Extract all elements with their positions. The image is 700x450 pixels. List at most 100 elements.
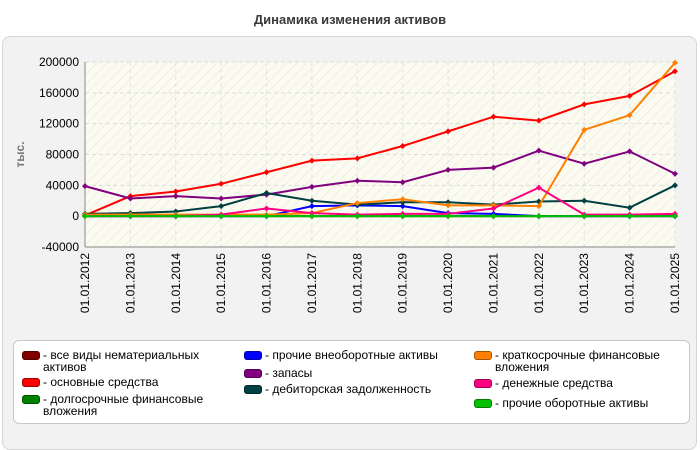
data-point bbox=[354, 155, 361, 162]
data-point bbox=[626, 148, 633, 155]
data-point bbox=[535, 117, 542, 124]
y-tick-label: 80000 bbox=[46, 148, 80, 162]
series-line bbox=[84, 184, 676, 215]
legend-swatch bbox=[22, 351, 40, 360]
legend-item: - краткосрочные финансовые вложения bbox=[474, 349, 684, 373]
y-tick-label: 0 bbox=[72, 209, 79, 223]
data-point bbox=[218, 180, 225, 187]
y-axis-label: тыс. bbox=[13, 141, 27, 167]
data-point bbox=[354, 213, 361, 220]
legend-swatch bbox=[22, 395, 40, 404]
legend-label: - денежные средства bbox=[495, 376, 613, 390]
data-point bbox=[399, 143, 406, 150]
x-tick-label: 01.01.2024 bbox=[623, 253, 637, 313]
data-point bbox=[672, 59, 678, 66]
legend-item: - основные средства bbox=[22, 376, 227, 388]
data-point bbox=[308, 213, 315, 220]
legend-swatch bbox=[244, 385, 262, 394]
legend-item: - дебиторская задолженность bbox=[244, 383, 474, 395]
legend-swatch bbox=[244, 351, 262, 360]
series-layer bbox=[82, 59, 678, 220]
data-point bbox=[82, 213, 88, 220]
y-tick-label: 200000 bbox=[39, 55, 79, 69]
y-tick-label: -40000 bbox=[42, 240, 80, 254]
data-point bbox=[535, 184, 542, 191]
legend-label: - основные средства bbox=[43, 375, 159, 389]
data-point bbox=[172, 213, 179, 220]
data-point bbox=[490, 213, 497, 220]
data-point bbox=[399, 199, 406, 206]
legend-item: - денежные средства bbox=[474, 377, 684, 389]
legend-item: - запасы bbox=[244, 367, 474, 379]
chart-title: Динамика изменения активов bbox=[253, 12, 447, 27]
x-tick-label: 01.01.2017 bbox=[305, 253, 319, 313]
data-point bbox=[445, 128, 452, 135]
data-point bbox=[399, 213, 406, 220]
data-point bbox=[581, 160, 588, 167]
x-tick-label: 01.01.2021 bbox=[486, 253, 500, 313]
data-point bbox=[172, 193, 179, 200]
legend-item: - долгосрочные финансовые вложения bbox=[22, 393, 237, 417]
legend-item: - все виды нематериальных активов bbox=[22, 349, 227, 373]
data-point bbox=[581, 101, 588, 108]
data-point bbox=[672, 68, 678, 75]
x-tick-label: 01.01.2014 bbox=[169, 253, 183, 313]
series-line bbox=[85, 62, 676, 216]
data-point bbox=[445, 199, 452, 206]
legend-label: - прочие внеоборотные активы bbox=[265, 348, 438, 362]
x-tick-label: 01.01.2020 bbox=[441, 253, 455, 313]
x-tick-label: 01.01.2018 bbox=[350, 253, 364, 313]
data-point bbox=[490, 164, 497, 171]
legend-label: - запасы bbox=[265, 366, 313, 380]
legend-label: - долгосрочные финансовые вложения bbox=[43, 392, 204, 418]
data-point bbox=[354, 200, 361, 207]
data-point bbox=[626, 92, 633, 99]
data-point bbox=[263, 190, 270, 197]
data-point bbox=[626, 213, 633, 220]
legend-swatch bbox=[474, 351, 492, 360]
data-point bbox=[672, 182, 678, 189]
legend-item: - прочие внеоборотные активы bbox=[244, 349, 474, 361]
data-point bbox=[218, 195, 225, 202]
legend-swatch bbox=[474, 399, 492, 408]
data-point bbox=[308, 203, 315, 210]
data-point bbox=[263, 213, 270, 220]
x-tick-label: 01.01.2013 bbox=[123, 253, 137, 313]
data-point bbox=[445, 166, 452, 173]
data-point bbox=[626, 112, 633, 119]
legend-swatch bbox=[22, 378, 40, 387]
data-point bbox=[626, 204, 633, 211]
data-point bbox=[535, 213, 542, 220]
data-point bbox=[354, 177, 361, 184]
data-point bbox=[127, 213, 134, 220]
x-tick-label: 01.01.2019 bbox=[396, 253, 410, 313]
y-tick-label: 120000 bbox=[39, 117, 79, 131]
series-line bbox=[84, 70, 676, 217]
data-point bbox=[581, 126, 588, 133]
data-point bbox=[308, 197, 315, 204]
tick-labels: -40000 0 40000 80000 120000 160000 200000 01.01… bbox=[13, 55, 682, 313]
legend-swatch bbox=[244, 369, 262, 378]
data-point bbox=[308, 210, 315, 217]
data-point bbox=[535, 203, 542, 210]
data-point bbox=[172, 188, 179, 195]
chart-plot: -40000 0 40000 80000 120000 160000 200000 01.01… bbox=[13, 55, 682, 313]
data-point bbox=[535, 147, 542, 154]
legend-label: - дебиторская задолженность bbox=[265, 382, 432, 396]
data-point bbox=[445, 213, 452, 220]
data-point bbox=[218, 213, 225, 220]
x-tick-label: 01.01.2016 bbox=[260, 253, 274, 313]
legend-label: - прочие оборотные активы bbox=[495, 396, 649, 410]
data-point bbox=[308, 157, 315, 164]
legend-label: - все виды нематериальных активов bbox=[43, 348, 200, 374]
data-point bbox=[445, 202, 452, 209]
x-tick-label: 01.01.2022 bbox=[532, 253, 546, 313]
data-point bbox=[218, 203, 225, 210]
data-point bbox=[672, 170, 678, 177]
x-tick-label: 01.01.2015 bbox=[214, 253, 228, 313]
legend-item: - прочие оборотные активы bbox=[474, 397, 684, 409]
data-point bbox=[399, 203, 406, 210]
x-tick-label: 01.01.2012 bbox=[78, 253, 92, 313]
data-point bbox=[399, 179, 406, 186]
legend: - все виды нематериальных активов - проч… bbox=[13, 340, 690, 424]
